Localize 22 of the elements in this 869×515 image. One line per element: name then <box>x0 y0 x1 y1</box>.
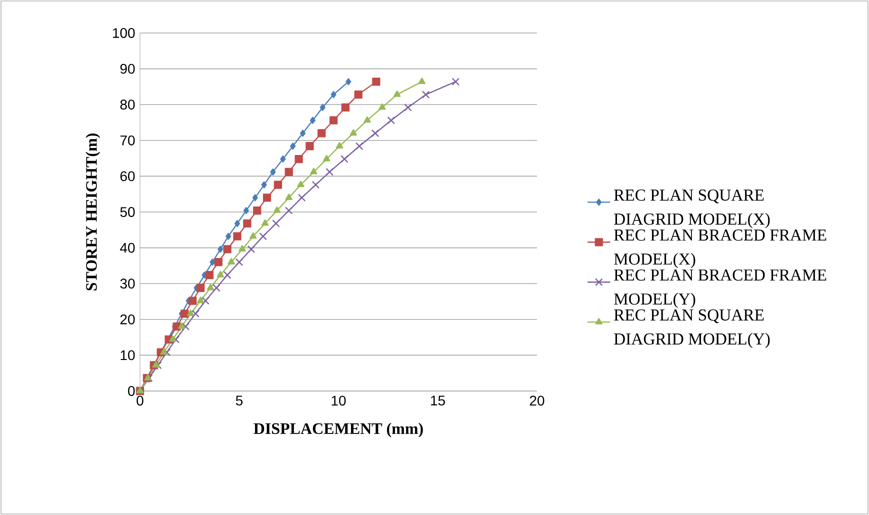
y-tick-label: 90 <box>120 64 135 74</box>
y-tick-label: 20 <box>120 314 135 324</box>
x-tick-label: 15 <box>431 396 445 406</box>
y-tick-label: 80 <box>120 100 135 110</box>
y-axis-title: STOREY HEIGHT(m) <box>86 134 100 290</box>
y-tick-label: 70 <box>120 135 135 146</box>
x-tick-label: 20 <box>530 396 544 406</box>
legend-label: REC PLAN BRACED FRAME MODEL(Y) <box>614 269 826 308</box>
y-tick-label: 50 <box>120 207 135 217</box>
y-tick-label: 100 <box>113 28 135 38</box>
y-tick-label: 0 <box>128 386 135 396</box>
y-tick-label: 10 <box>120 350 135 360</box>
x-axis-title: DISPLACEMENT (mm) <box>254 422 423 438</box>
legend-label: REC PLAN BRACED FRAME MODEL(X) <box>614 229 826 268</box>
x-tick-label: 0 <box>136 396 144 406</box>
y-tick-label: 60 <box>120 171 135 182</box>
x-tick-label: 10 <box>332 396 346 406</box>
y-tick-label: 30 <box>120 278 135 289</box>
legend-label: REC PLAN SQUARE DIAGRID MODEL(X) <box>614 190 770 228</box>
y-tick-label: 40 <box>120 242 135 253</box>
legend-label: REC PLAN SQUARE DIAGRID MODEL(Y) <box>614 309 770 348</box>
x-tick-label: 5 <box>236 396 243 406</box>
